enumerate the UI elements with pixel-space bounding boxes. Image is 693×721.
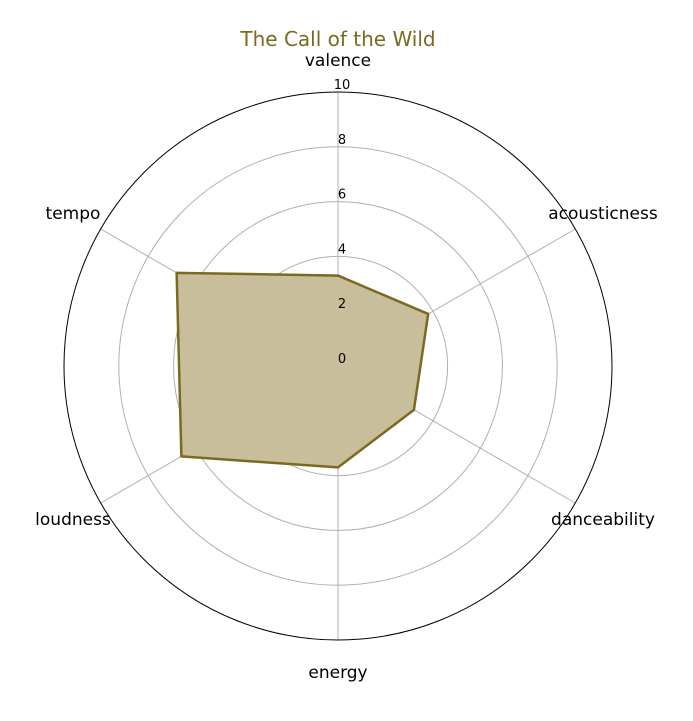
data-point-loudness [180, 455, 183, 458]
r-tick-label: 6 [338, 188, 346, 203]
r-tick-label: 2 [338, 297, 346, 312]
r-tick-label: 10 [334, 78, 351, 93]
chart-title: The Call of the Wild [239, 27, 435, 51]
data-point-valence [336, 274, 340, 277]
axis-label-valence: valence [305, 51, 371, 71]
data-point-energy [336, 466, 340, 469]
r-tick-label: 8 [338, 133, 346, 148]
axis-label-acousticness: acousticness [548, 204, 658, 224]
outer-frame [63, 91, 613, 641]
frame-layer [63, 91, 613, 641]
data-point-acousticness [426, 312, 430, 316]
tick-layer: 0 2 4 6 8 10 [334, 78, 351, 367]
series-layer [175, 271, 430, 469]
axis-label-layer: valence acousticness danceability energy lou… [35, 51, 658, 683]
axis-label-tempo: tempo [46, 204, 101, 224]
axis-label-loudness: loudness [35, 510, 111, 530]
r-tick-label: 0 [338, 352, 346, 367]
axis-label-energy: energy [308, 663, 367, 683]
axis-label-danceability: danceability [551, 510, 655, 530]
data-point-tempo [175, 271, 178, 275]
series-area [176, 272, 429, 468]
r-tick-label: 4 [338, 242, 346, 257]
data-point-danceability [412, 408, 416, 412]
